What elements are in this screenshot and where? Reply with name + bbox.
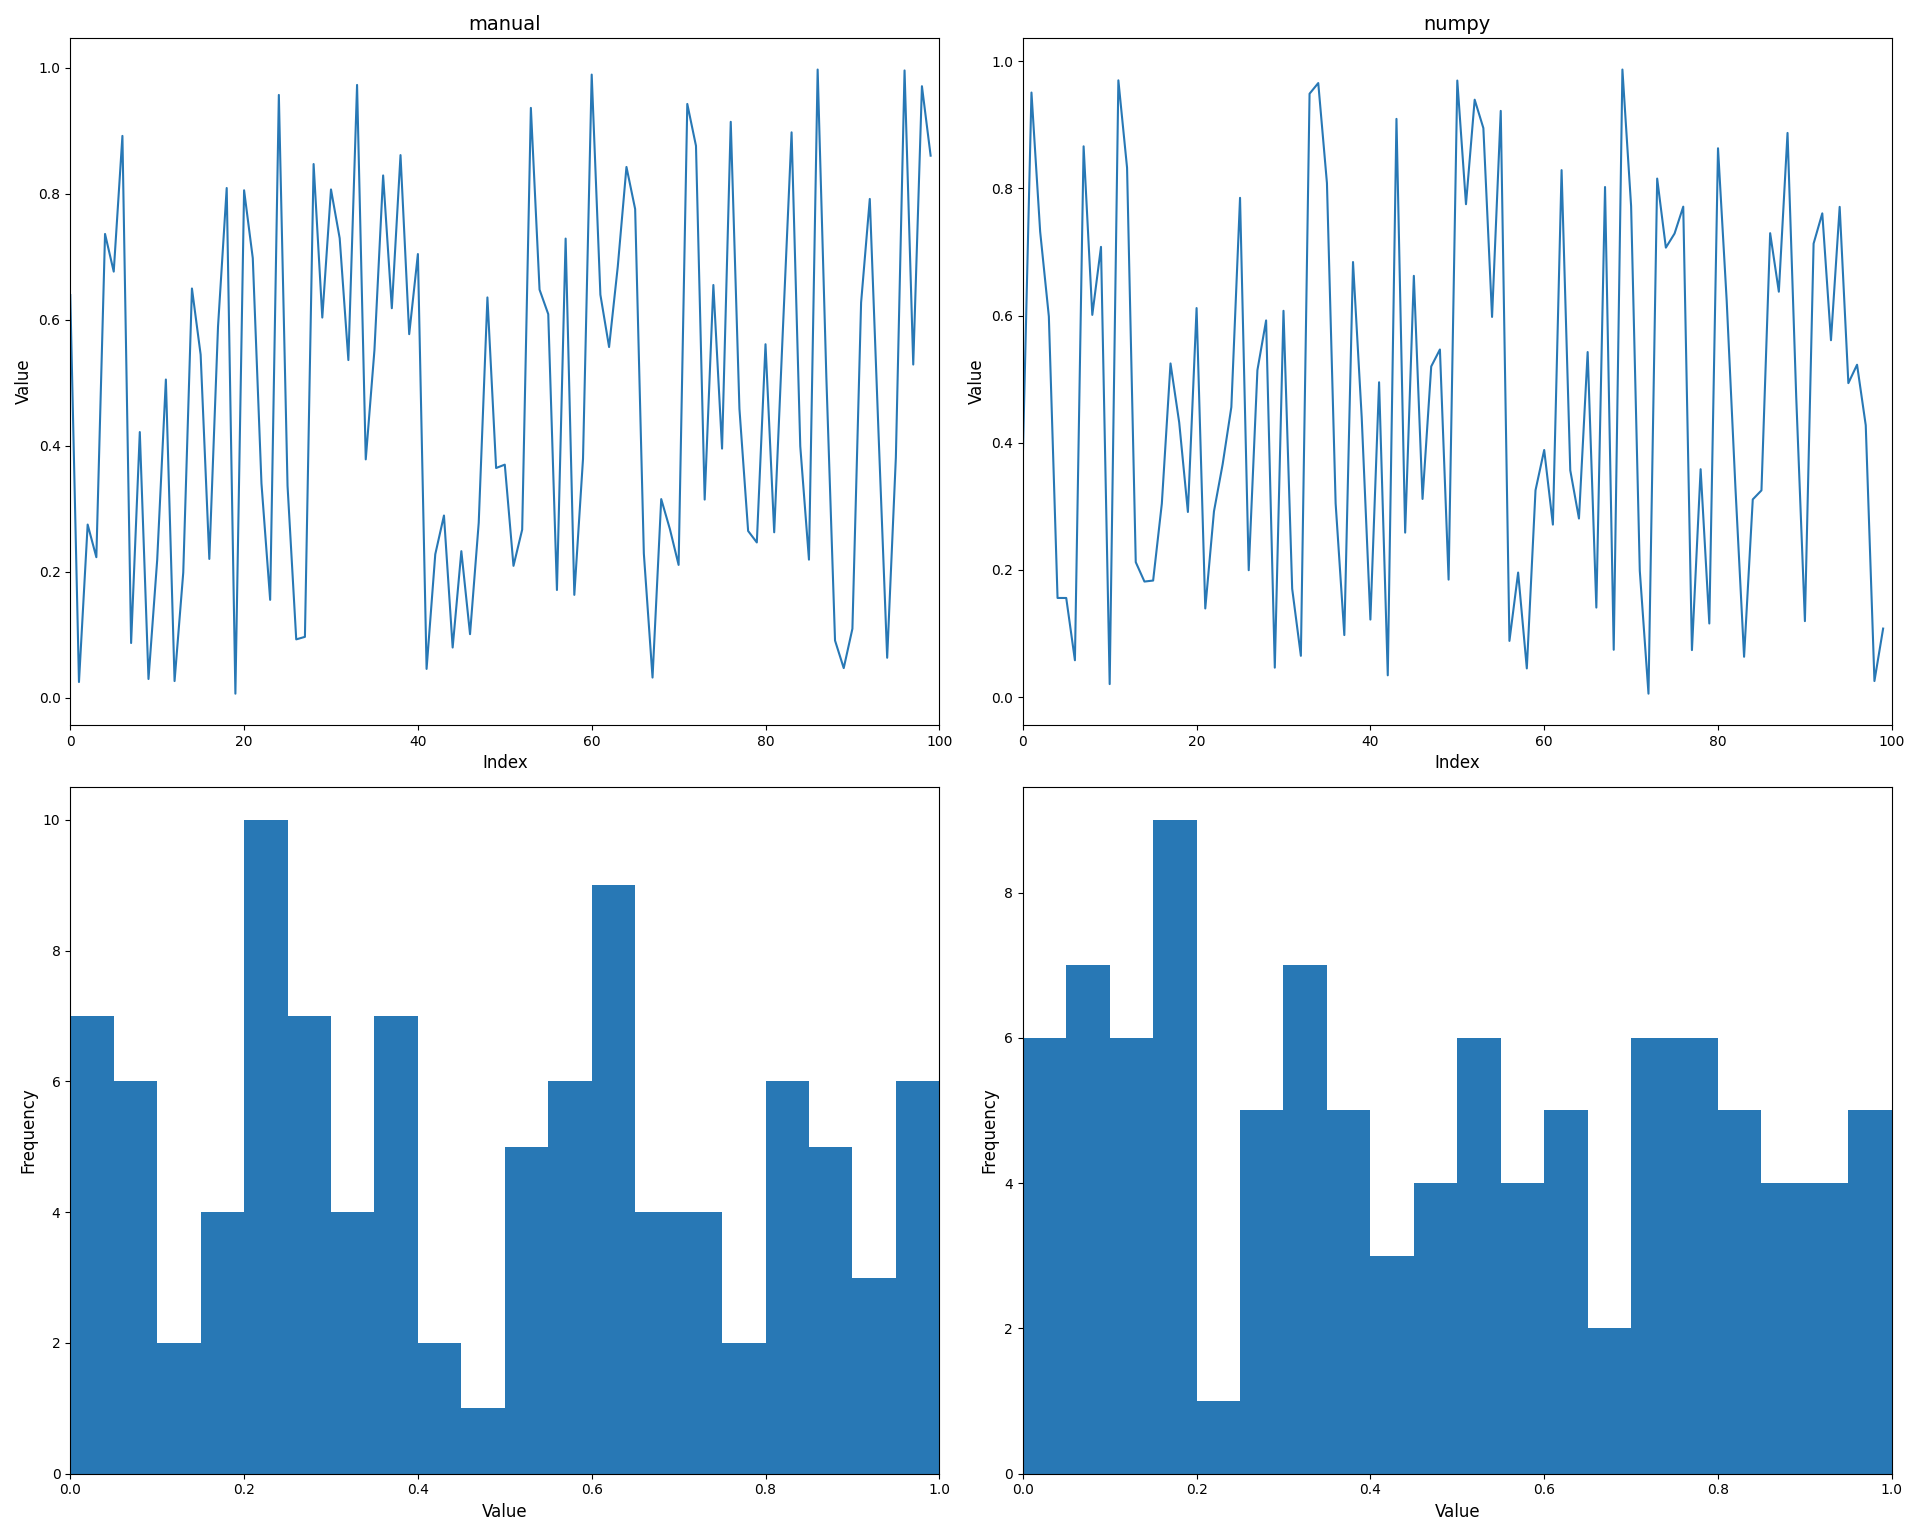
Bar [678, 1212, 722, 1473]
Bar [1805, 1183, 1849, 1473]
Bar [1154, 820, 1196, 1473]
Bar [330, 1212, 374, 1473]
Bar [1588, 1329, 1632, 1473]
Bar [1849, 1111, 1891, 1473]
Bar [505, 1147, 549, 1473]
Y-axis label: Value: Value [15, 359, 33, 404]
Y-axis label: Frequency: Frequency [981, 1087, 998, 1174]
Bar [1501, 1183, 1544, 1473]
Bar [461, 1409, 505, 1473]
Bar [1327, 1111, 1371, 1473]
Bar [1674, 1038, 1718, 1473]
Bar [288, 1015, 330, 1473]
Bar [1632, 1038, 1674, 1473]
Bar [897, 1081, 939, 1473]
Y-axis label: Frequency: Frequency [19, 1087, 36, 1174]
Bar [71, 1015, 113, 1473]
Bar [244, 820, 288, 1473]
Bar [549, 1081, 591, 1473]
Bar [852, 1278, 897, 1473]
Bar [808, 1147, 852, 1473]
Bar [1544, 1111, 1588, 1473]
Bar [113, 1081, 157, 1473]
Bar [1196, 1401, 1240, 1473]
Title: numpy: numpy [1423, 15, 1492, 34]
X-axis label: Index: Index [482, 754, 528, 773]
Bar [1457, 1038, 1501, 1473]
Bar [722, 1342, 766, 1473]
X-axis label: Value: Value [482, 1504, 528, 1521]
Bar [1283, 965, 1327, 1473]
Bar [766, 1081, 808, 1473]
Bar [419, 1342, 461, 1473]
Bar [157, 1342, 200, 1473]
Bar [1023, 1038, 1066, 1473]
Bar [374, 1015, 419, 1473]
Y-axis label: Value: Value [968, 359, 985, 404]
Bar [636, 1212, 678, 1473]
Title: manual: manual [468, 15, 541, 34]
Bar [1110, 1038, 1154, 1473]
Bar [591, 885, 636, 1473]
Bar [1066, 965, 1110, 1473]
X-axis label: Index: Index [1434, 754, 1480, 773]
Bar [1240, 1111, 1283, 1473]
Bar [1413, 1183, 1457, 1473]
Bar [1371, 1256, 1413, 1473]
Bar [1718, 1111, 1761, 1473]
Bar [1761, 1183, 1805, 1473]
X-axis label: Value: Value [1434, 1504, 1480, 1521]
Bar [200, 1212, 244, 1473]
